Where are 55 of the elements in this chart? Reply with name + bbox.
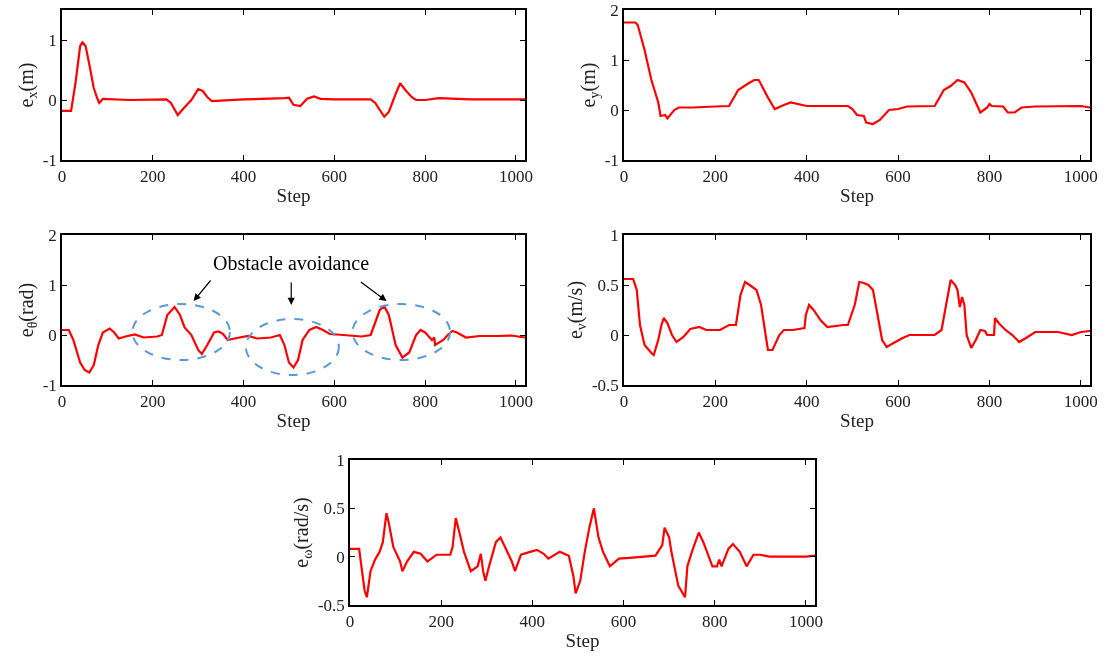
x-tick-label: 600	[885, 392, 911, 412]
x-tick-label: 200	[140, 167, 166, 187]
y-tick-label: 0	[610, 100, 619, 120]
x-tick-label: 1000	[498, 167, 533, 187]
x-tick-label: 400	[230, 167, 257, 187]
x-tick-label: 800	[976, 392, 1003, 412]
annotation: Obstacle avoidance	[213, 252, 370, 274]
x-tick-label: 200	[140, 392, 166, 412]
x-tick-label: 200	[702, 392, 729, 412]
x-tick-label: 800	[412, 392, 438, 412]
y-tick-label: -0.5	[591, 375, 619, 395]
y-tick-label: -1	[42, 375, 57, 395]
y-tick-label: -1	[42, 150, 57, 170]
y-tick-label: 1	[610, 50, 619, 70]
y-tick-label: 0	[610, 325, 619, 345]
y-tick-label: 1	[48, 30, 57, 50]
y-tick-label: 1	[336, 450, 345, 470]
x-tick-label: 800	[976, 167, 1003, 187]
y-tick-label: 0	[336, 547, 345, 567]
y-tick-label: 1	[610, 225, 619, 245]
x-tick-label: 400	[230, 392, 257, 412]
y-tick-label: -1	[604, 150, 619, 170]
x-tick-label: 800	[701, 612, 728, 632]
x-axis-title: Step	[840, 185, 874, 207]
x-axis-title: Step	[276, 185, 311, 207]
x-axis-title: Step	[276, 410, 311, 432]
x-tick-label: 1000	[1063, 167, 1098, 187]
y-tick-label: 0	[48, 90, 57, 110]
line-series	[350, 507, 815, 599]
x-tick-label: 400	[794, 392, 820, 412]
x-tick-label: 800	[412, 167, 438, 187]
x-tick-label: 200	[702, 167, 729, 187]
x-tick-label: 600	[321, 167, 348, 187]
x-tick-label: 200	[428, 612, 454, 632]
x-axis-title: Step	[840, 410, 874, 432]
x-tick-label: 600	[610, 612, 637, 632]
line-series	[62, 305, 525, 374]
x-tick-label: 600	[321, 392, 348, 412]
line-series	[624, 21, 1090, 126]
y-tick-label: 2	[610, 0, 619, 20]
y-tick-label: -0.5	[317, 595, 345, 615]
y-tick-label: 0.5	[323, 499, 345, 519]
y-tick-label: 1	[48, 275, 57, 295]
x-tick-label: 400	[519, 612, 546, 632]
x-tick-label: 400	[794, 167, 820, 187]
line-series	[62, 41, 525, 118]
x-tick-label: 1000	[498, 392, 533, 412]
y-tick-label: 2	[48, 225, 57, 245]
x-tick-label: 600	[885, 167, 911, 187]
line-series	[624, 277, 1090, 357]
x-axis-title: Step	[565, 630, 600, 652]
y-tick-label: 0.5	[597, 275, 619, 295]
x-tick-label: 1000	[788, 612, 823, 632]
y-tick-label: 0	[48, 325, 57, 345]
x-tick-label: 1000	[1063, 392, 1098, 412]
